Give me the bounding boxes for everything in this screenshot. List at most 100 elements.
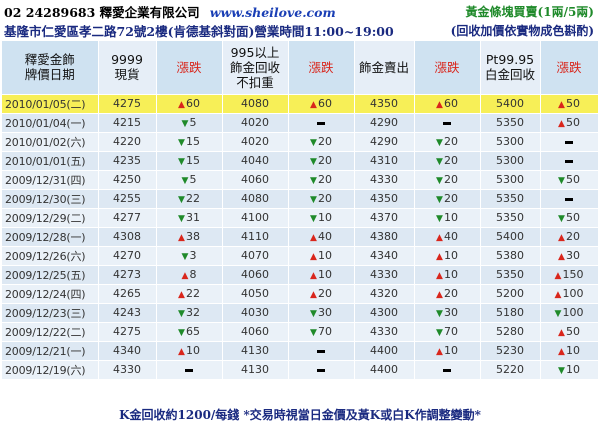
date-cell: 2009/12/24(四)	[2, 284, 99, 304]
change-cell	[540, 132, 599, 152]
table-row: 2009/12/23(三) 4243 ▼32 4030 ▼30 4300 ▼30 5180 ▼1…	[2, 303, 599, 323]
change-cell: ▼20	[414, 132, 481, 152]
price-table: 釋愛金飾 牌價日期 9999 現貨 漲跌 995以上 飾金回收 不扣重 漲跌 飾金賣出 漲跌 Pt99…	[2, 41, 599, 380]
recycle-price-cell: 4060	[222, 170, 289, 190]
triangle-up-icon: ▲	[436, 252, 443, 262]
spot-price-cell: 4273	[98, 265, 157, 285]
change-cell: ▼20	[288, 189, 355, 209]
platinum-price-cell: 5350	[480, 189, 541, 209]
triangle-down-icon: ▼	[178, 157, 185, 167]
change-cell: ▼5	[156, 113, 223, 133]
triangle-down-icon: ▼	[310, 157, 317, 167]
sell-price-cell: 4350	[354, 94, 415, 114]
change-value: 70	[317, 325, 332, 338]
triangle-down-icon: ▼	[436, 328, 443, 338]
change-cell	[156, 360, 223, 380]
change-cell: ▲10	[414, 341, 481, 361]
change-cell: ▼15	[156, 132, 223, 152]
date-cell: 2009/12/22(二)	[2, 322, 99, 342]
change-value: 38	[185, 230, 200, 243]
change-cell: ▼20	[414, 151, 481, 171]
triangle-up-icon: ▲	[178, 100, 185, 110]
table-row: 2009/12/21(一) 4340 ▲10 4130 4400 ▲10 5230 ▲10	[2, 341, 599, 361]
recycle-price-cell: 4020	[222, 132, 289, 152]
recycle-price-cell: 4050	[222, 284, 289, 304]
table-row: 2009/12/29(二) 4277 ▼31 4100 ▼10 4370 ▼10 5350 ▼5…	[2, 208, 599, 228]
triangle-up-icon: ▲	[181, 271, 189, 281]
change-cell: ▲60	[156, 94, 223, 114]
spot-price-cell: 4270	[98, 246, 157, 266]
change-cell: ▼10	[288, 208, 355, 228]
change-cell: ▲40	[414, 227, 481, 247]
change-value: 65	[185, 325, 200, 338]
change-cell: ▼31	[156, 208, 223, 228]
change-cell: ▲10	[288, 265, 355, 285]
triangle-up-icon: ▲	[310, 290, 317, 300]
change-cell: ▼70	[414, 322, 481, 342]
table-row: 2009/12/22(二) 4275 ▼65 4060 ▼70 4330 ▼70 5280 ▲5…	[2, 322, 599, 342]
column-header: 漲跌	[540, 41, 599, 95]
change-value: 50	[565, 211, 580, 224]
sell-price-cell: 4290	[354, 113, 415, 133]
triangle-down-icon: ▼	[181, 119, 189, 129]
change-value: 32	[185, 306, 200, 319]
triangle-down-icon: ▼	[310, 195, 317, 205]
no-change-icon	[185, 368, 193, 372]
table-row: 2009/12/30(三) 4255 ▼22 4080 ▼20 4350 ▼20 5350	[2, 189, 599, 209]
change-cell: ▲60	[414, 94, 481, 114]
recycle-price-cell: 4130	[222, 360, 289, 380]
sell-price-cell: 4300	[354, 303, 415, 323]
column-header: Pt99.95 白金回收	[480, 41, 541, 95]
column-header: 飾金賣出	[354, 41, 415, 95]
date-cell: 2009/12/29(二)	[2, 208, 99, 228]
column-header: 9999 現貨	[98, 41, 157, 95]
platinum-price-cell: 5180	[480, 303, 541, 323]
table-row: 2010/01/01(五) 4235 ▼15 4040 ▼20 4310 ▼20 5300	[2, 151, 599, 171]
date-cell: 2009/12/19(六)	[2, 360, 99, 380]
change-value: 22	[185, 287, 200, 300]
change-value: 20	[317, 173, 332, 186]
triangle-up-icon: ▲	[178, 233, 185, 243]
date-cell: 2009/12/30(三)	[2, 189, 99, 209]
platinum-price-cell: 5350	[480, 265, 541, 285]
platinum-price-cell: 5280	[480, 322, 541, 342]
no-change-icon	[565, 159, 573, 163]
triangle-down-icon: ▼	[178, 214, 185, 224]
platinum-price-cell: 5200	[480, 284, 541, 304]
triangle-down-icon: ▼	[436, 195, 443, 205]
triangle-up-icon: ▲	[436, 100, 443, 110]
change-value: 10	[565, 344, 580, 357]
change-value: 30	[565, 249, 580, 262]
change-cell	[540, 189, 599, 209]
website-link[interactable]: www.sheilove.com	[209, 5, 336, 20]
change-cell: ▲10	[414, 265, 481, 285]
table-row: 2010/01/04(一) 4215 ▼5 4020 4290 5350 ▲50	[2, 113, 599, 133]
change-value: 20	[317, 192, 332, 205]
triangle-down-icon: ▼	[558, 176, 565, 186]
triangle-down-icon: ▼	[310, 214, 317, 224]
spot-price-cell: 4308	[98, 227, 157, 247]
change-value: 20	[443, 173, 458, 186]
change-cell: ▲50	[540, 113, 599, 133]
change-value: 10	[565, 363, 580, 376]
triangle-up-icon: ▲	[554, 290, 562, 300]
change-cell: ▼50	[540, 208, 599, 228]
no-change-icon	[443, 368, 451, 372]
change-cell: ▲50	[540, 322, 599, 342]
change-value: 50	[565, 173, 580, 186]
change-value: 10	[443, 211, 458, 224]
change-cell: ▼20	[288, 170, 355, 190]
sell-price-cell: 4290	[354, 132, 415, 152]
change-cell: ▲60	[288, 94, 355, 114]
change-value: 40	[443, 230, 458, 243]
change-value: 20	[317, 135, 332, 148]
spot-price-cell: 4215	[98, 113, 157, 133]
change-cell: ▼30	[414, 303, 481, 323]
gold-bar-notice: 黃金條塊買賣(1兩/5兩)	[465, 5, 594, 19]
triangle-up-icon: ▲	[558, 252, 565, 262]
no-change-icon	[317, 368, 325, 372]
platinum-price-cell: 5400	[480, 94, 541, 114]
date-cell: 2010/01/01(五)	[2, 151, 99, 171]
recycle-price-cell: 4110	[222, 227, 289, 247]
sell-price-cell: 4380	[354, 227, 415, 247]
